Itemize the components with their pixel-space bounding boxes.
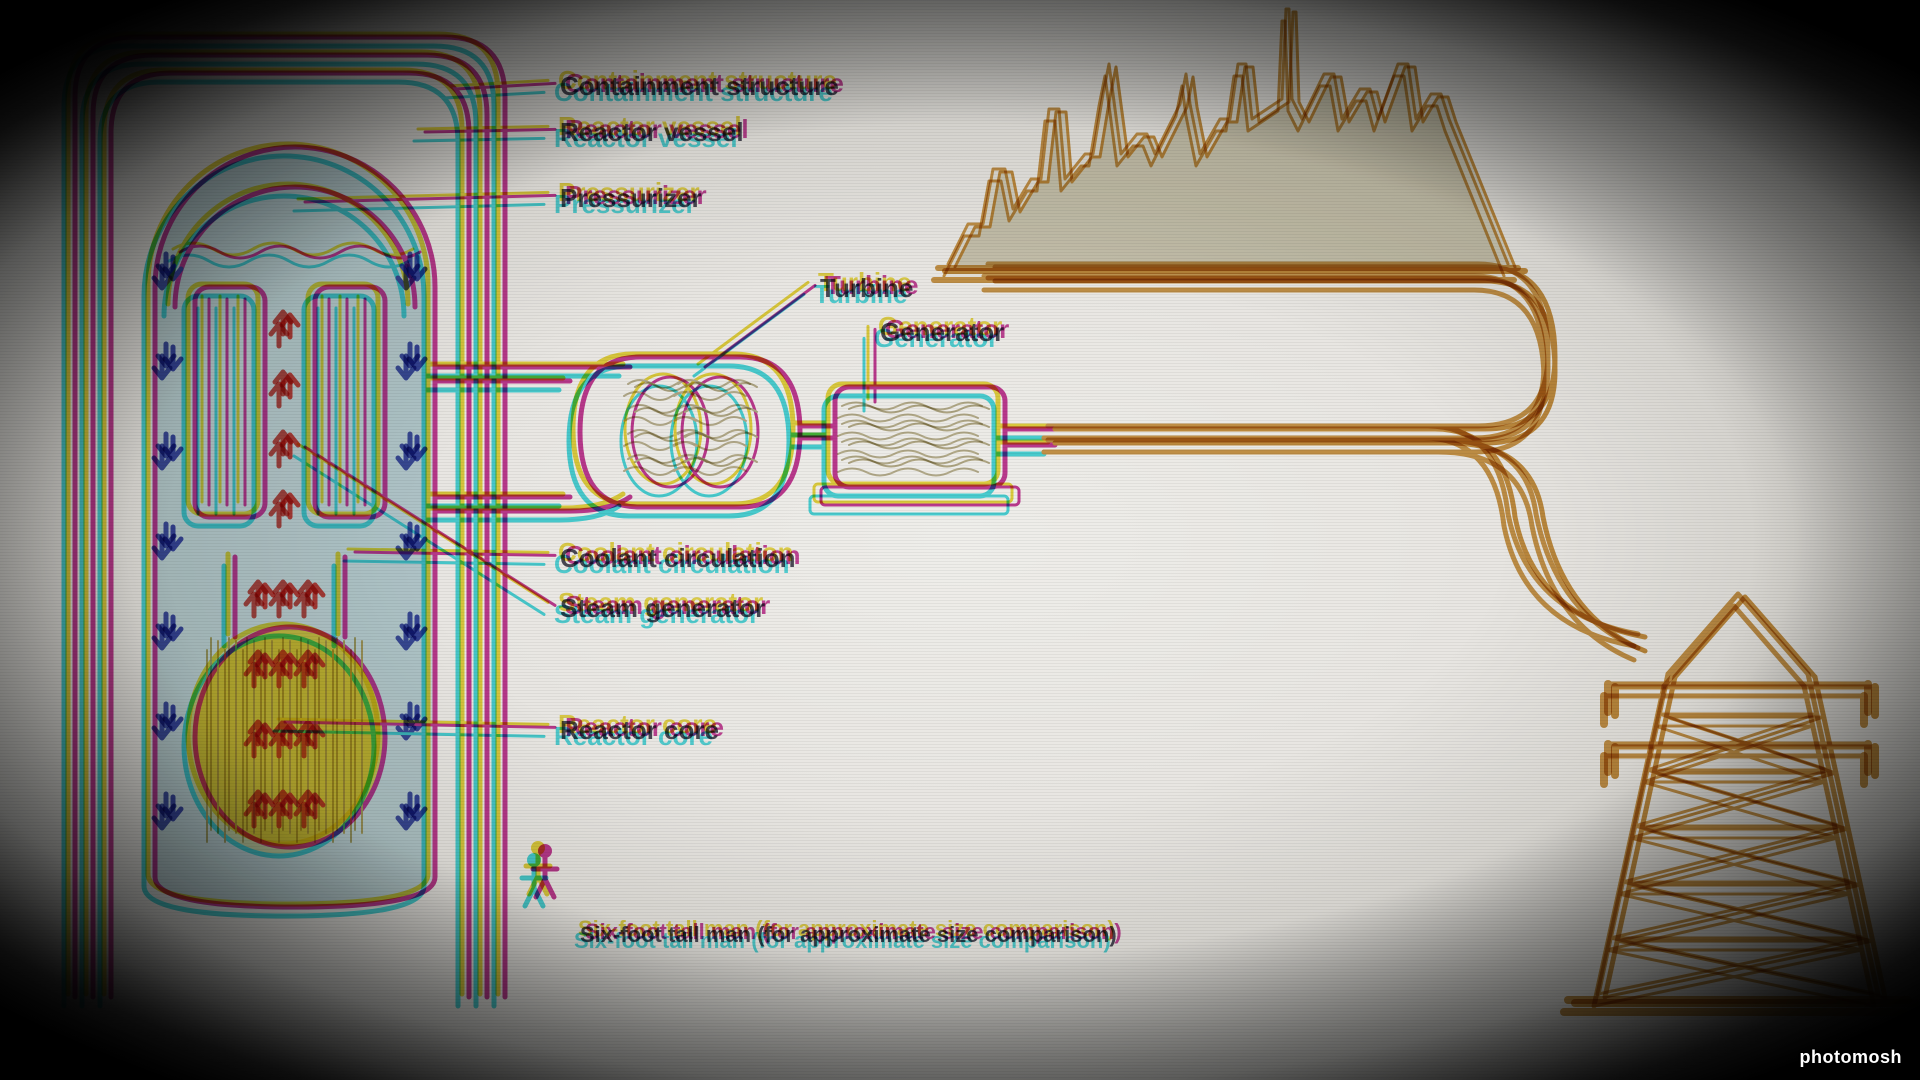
diagram-stage: Containment structureContainment structu…: [0, 0, 1920, 1080]
watermark: photomosh: [1800, 1047, 1902, 1068]
diagram-svg: [0, 0, 1920, 1080]
